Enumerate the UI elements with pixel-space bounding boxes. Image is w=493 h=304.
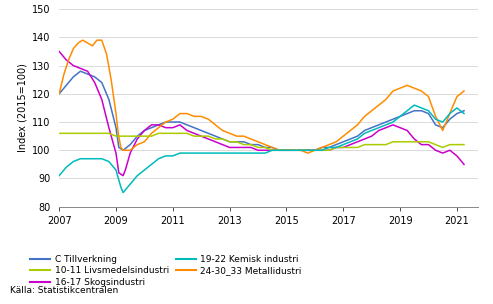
C Tillverkning — [461, 109, 467, 112]
19-22 Kemisk industri — [269, 148, 275, 152]
10-11 Livsmedelsindustri — [156, 132, 162, 135]
10-11 Livsmedelsindustri — [447, 143, 453, 147]
16-17 Skogsindustri — [461, 163, 467, 166]
Line: 10-11 Livsmedelsindustri: 10-11 Livsmedelsindustri — [59, 133, 464, 150]
24-30_33 Metallidustri — [241, 134, 247, 138]
16-17 Skogsindustri — [170, 126, 176, 130]
19-22 Kemisk industri — [118, 185, 124, 189]
24-30_33 Metallidustri — [312, 148, 318, 152]
C Tillverkning — [77, 69, 83, 73]
10-11 Livsmedelsindustri — [361, 143, 367, 147]
16-17 Skogsindustri — [156, 123, 162, 127]
16-17 Skogsindustri — [312, 148, 318, 152]
C Tillverkning — [127, 143, 133, 147]
C Tillverkning — [277, 148, 282, 152]
10-11 Livsmedelsindustri — [148, 134, 154, 138]
19-22 Kemisk industri — [99, 157, 105, 161]
19-22 Kemisk industri — [70, 160, 76, 163]
24-30_33 Metallidustri — [461, 89, 467, 93]
Line: 16-17 Skogsindustri: 16-17 Skogsindustri — [59, 51, 464, 176]
16-17 Skogsindustri — [120, 174, 126, 178]
C Tillverkning — [361, 129, 367, 132]
C Tillverkning — [170, 120, 176, 124]
Line: 19-22 Kemisk industri: 19-22 Kemisk industri — [59, 105, 464, 193]
19-22 Kemisk industri — [461, 112, 467, 116]
16-17 Skogsindustri — [184, 129, 190, 132]
19-22 Kemisk industri — [411, 103, 417, 107]
24-30_33 Metallidustri — [305, 151, 311, 155]
16-17 Skogsindustri — [191, 132, 197, 135]
24-30_33 Metallidustri — [319, 146, 325, 149]
C Tillverkning — [120, 148, 126, 152]
19-22 Kemisk industri — [120, 191, 126, 195]
10-11 Livsmedelsindustri — [56, 132, 62, 135]
19-22 Kemisk industri — [56, 174, 62, 178]
19-22 Kemisk industri — [163, 154, 169, 158]
Line: 24-30_33 Metallidustri: 24-30_33 Metallidustri — [59, 40, 464, 153]
10-11 Livsmedelsindustri — [461, 143, 467, 147]
10-11 Livsmedelsindustri — [333, 146, 339, 149]
10-11 Livsmedelsindustri — [404, 140, 410, 143]
C Tillverkning — [56, 92, 62, 96]
19-22 Kemisk industri — [354, 137, 360, 141]
Legend: C Tillverkning, 10-11 Livsmedelsindustri, 16-17 Skogsindustri, 19-22 Kemisk indu: C Tillverkning, 10-11 Livsmedelsindustri… — [30, 255, 302, 287]
C Tillverkning — [106, 98, 112, 101]
16-17 Skogsindustri — [122, 168, 128, 172]
24-30_33 Metallidustri — [206, 117, 211, 121]
24-30_33 Metallidustri — [99, 38, 105, 42]
10-11 Livsmedelsindustri — [269, 148, 275, 152]
24-30_33 Metallidustri — [269, 146, 275, 149]
24-30_33 Metallidustri — [80, 38, 86, 42]
16-17 Skogsindustri — [56, 50, 62, 53]
Y-axis label: Index (2015=100): Index (2015=100) — [17, 64, 28, 152]
24-30_33 Metallidustri — [56, 92, 62, 96]
C Tillverkning — [70, 75, 76, 79]
Text: Källa: Statistikcentralen: Källa: Statistikcentralen — [10, 286, 118, 295]
Line: C Tillverkning: C Tillverkning — [59, 71, 464, 150]
